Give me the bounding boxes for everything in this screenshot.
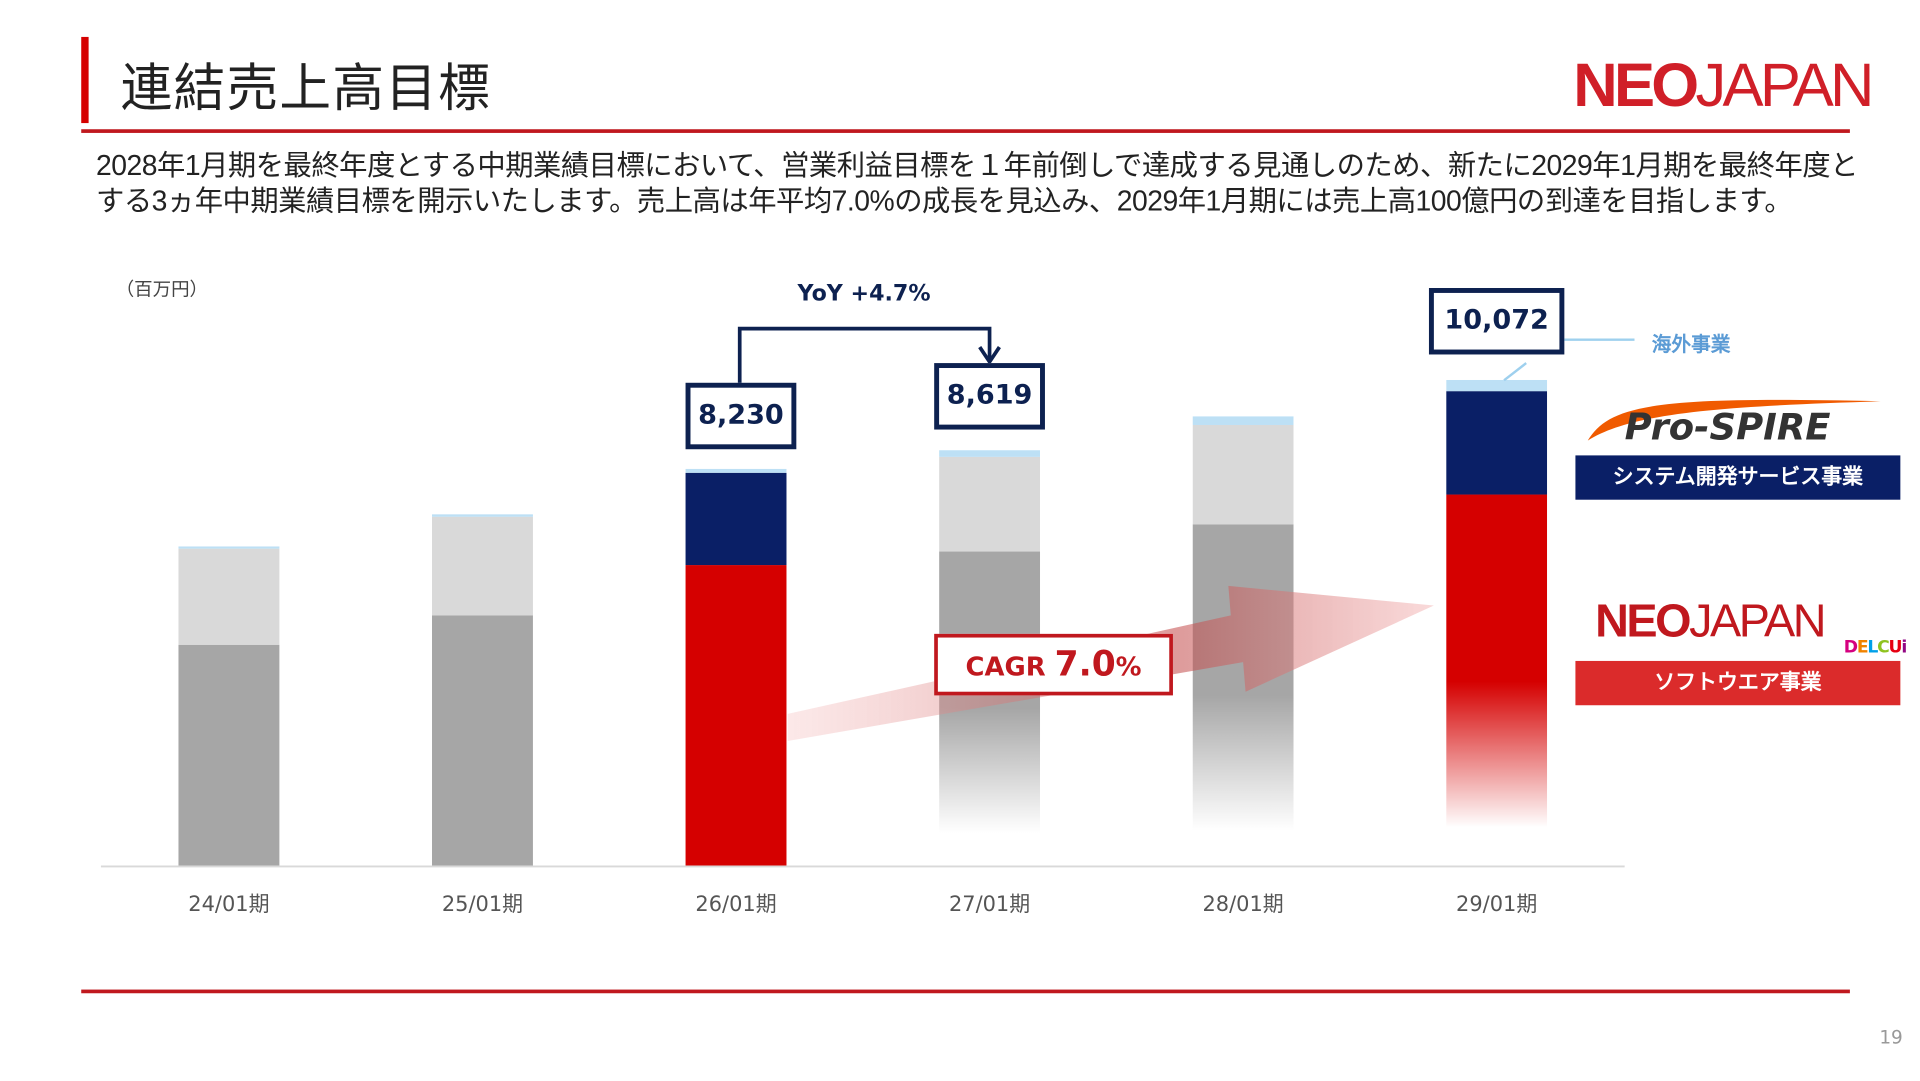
bar-segment-0 [432,615,533,867]
page-title: 連結売上高目標 [120,57,492,119]
bar-26/01期 [685,468,787,867]
title-accent-bar [81,36,89,124]
bar-segment-1 [939,456,1041,552]
bar-segment-1 [432,516,533,616]
x-tick-label: 25/01期 [441,892,524,917]
bar-segment-2 [1446,379,1548,392]
bar-25/01期 [432,514,533,867]
cagr-annotation: CAGR 7.0% [934,633,1173,696]
legend-neojapan-logo: NEOJAPAN [1595,595,1826,648]
yoy-arrowhead-icon [978,346,1001,366]
neojapan-logo: NEOJAPAN [1573,50,1874,120]
yoy-annotation: YoY +4.7% [797,280,931,307]
x-tick-label: 29/01期 [1456,892,1538,917]
header-divider [81,129,1850,133]
x-tick-label: 26/01期 [695,892,777,917]
bar-segment-1 [685,472,787,566]
bar-24/01期 [178,546,280,867]
bar-28/01期 [1192,416,1294,867]
bar-segment-1 [178,548,280,645]
bar-segment-0 [178,644,280,867]
bar-segment-2 [685,468,787,473]
legend-delcui-logo: DELCUi [1843,637,1907,658]
total-label-26: 8,230 [685,382,797,450]
total-label-29: 10,072 [1428,288,1565,355]
bar-27/01期 [939,450,1041,867]
bar-segment-2 [1192,416,1294,425]
bar-segment-2 [432,514,533,517]
total-label-27: 8,619 [934,363,1045,430]
bar-segment-1 [1446,391,1548,495]
page-number: 19 [1879,1026,1903,1049]
overseas-leader-line-2 [1503,362,1527,382]
prospire-swoosh-icon [1587,399,1881,441]
bar-segment-0 [685,565,787,867]
bar-29/01期 [1446,379,1548,867]
legend-system: システム開発サービス事業 [1575,455,1901,500]
footer-divider [81,989,1850,994]
x-tick-label: 28/01期 [1202,892,1284,917]
unit-label: （百万円） [115,278,209,301]
x-tick-label: 27/01期 [948,892,1031,917]
legend-overseas: 海外事業 [1651,332,1731,356]
bar-segment-2 [939,450,1041,457]
bar-segment-2 [178,546,280,549]
legend-prospire-logo: Pro-SPIRE [1624,406,1831,450]
description: 2028年1月期を最終年度とする中期業績目標において、営業利益目標を１年前倒しで… [96,148,1858,217]
bar-segment-1 [1192,424,1294,525]
yoy-connector [737,326,992,385]
legend-software: ソフトウエア事業 [1575,660,1901,706]
x-tick-label: 24/01期 [188,892,270,917]
bar-segment-0 [1192,524,1294,867]
bar-segment-0 [1446,494,1548,867]
